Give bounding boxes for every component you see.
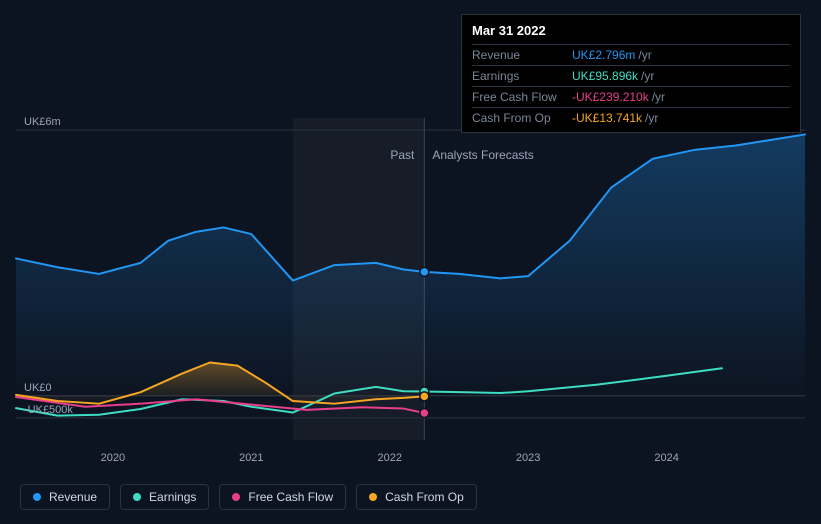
tooltip-row: EarningsUK£95.896k/yr [472,66,790,87]
y-axis-label: UK£6m [24,116,61,128]
legend-dot-icon [232,493,240,501]
y-axis-label: UK£0 [24,382,52,394]
financials-chart-panel: Mar 31 2022 RevenueUK£2.796m/yrEarningsU… [0,0,821,524]
legend-chip-label: Cash From Op [385,490,464,504]
legend-dot-icon [369,493,377,501]
x-axis-label: 2022 [377,452,401,464]
tooltip-row-label: Cash From Op [472,111,572,125]
tooltip-row-label: Free Cash Flow [472,90,572,104]
tooltip-row-value: -UK£13.741k [572,111,642,125]
tooltip-row-unit: /yr [652,90,665,104]
y-axis-label: -UK£500k [24,404,73,416]
tooltip-row-value: UK£2.796m [572,48,635,62]
x-axis-label: 2021 [239,452,263,464]
tooltip-row: Free Cash Flow-UK£239.210k/yr [472,87,790,108]
legend-chip-label: Revenue [49,490,97,504]
legend-dot-icon [33,493,41,501]
tooltip-row-unit: /yr [641,69,654,83]
tooltip-row: Cash From Op-UK£13.741k/yr [472,108,790,128]
legend-chip-earnings[interactable]: Earnings [120,484,209,510]
tooltip-title: Mar 31 2022 [472,21,790,45]
legend-chip-cfop[interactable]: Cash From Op [356,484,477,510]
tooltip-row-value: -UK£239.210k [572,90,649,104]
legend-chip-label: Earnings [149,490,196,504]
legend-chip-fcf[interactable]: Free Cash Flow [219,484,346,510]
legend-chip-revenue[interactable]: Revenue [20,484,110,510]
tooltip-row-unit: /yr [645,111,658,125]
legend: Revenue Earnings Free Cash Flow Cash From O… [20,484,477,510]
tooltip-row-label: Earnings [472,69,572,83]
x-axis-label: 2024 [654,452,678,464]
tooltip-row-value: UK£95.896k [572,69,638,83]
tooltip-row: RevenueUK£2.796m/yr [472,45,790,66]
legend-dot-icon [133,493,141,501]
tooltip-row-label: Revenue [472,48,572,62]
tooltip-row-unit: /yr [638,48,651,62]
chart-tooltip: Mar 31 2022 RevenueUK£2.796m/yrEarningsU… [461,14,801,133]
past-section-label: Past [390,148,414,162]
legend-chip-label: Free Cash Flow [248,490,333,504]
x-axis-label: 2020 [101,452,125,464]
x-axis-label: 2023 [516,452,540,464]
forecast-section-label: Analysts Forecasts [432,148,533,162]
